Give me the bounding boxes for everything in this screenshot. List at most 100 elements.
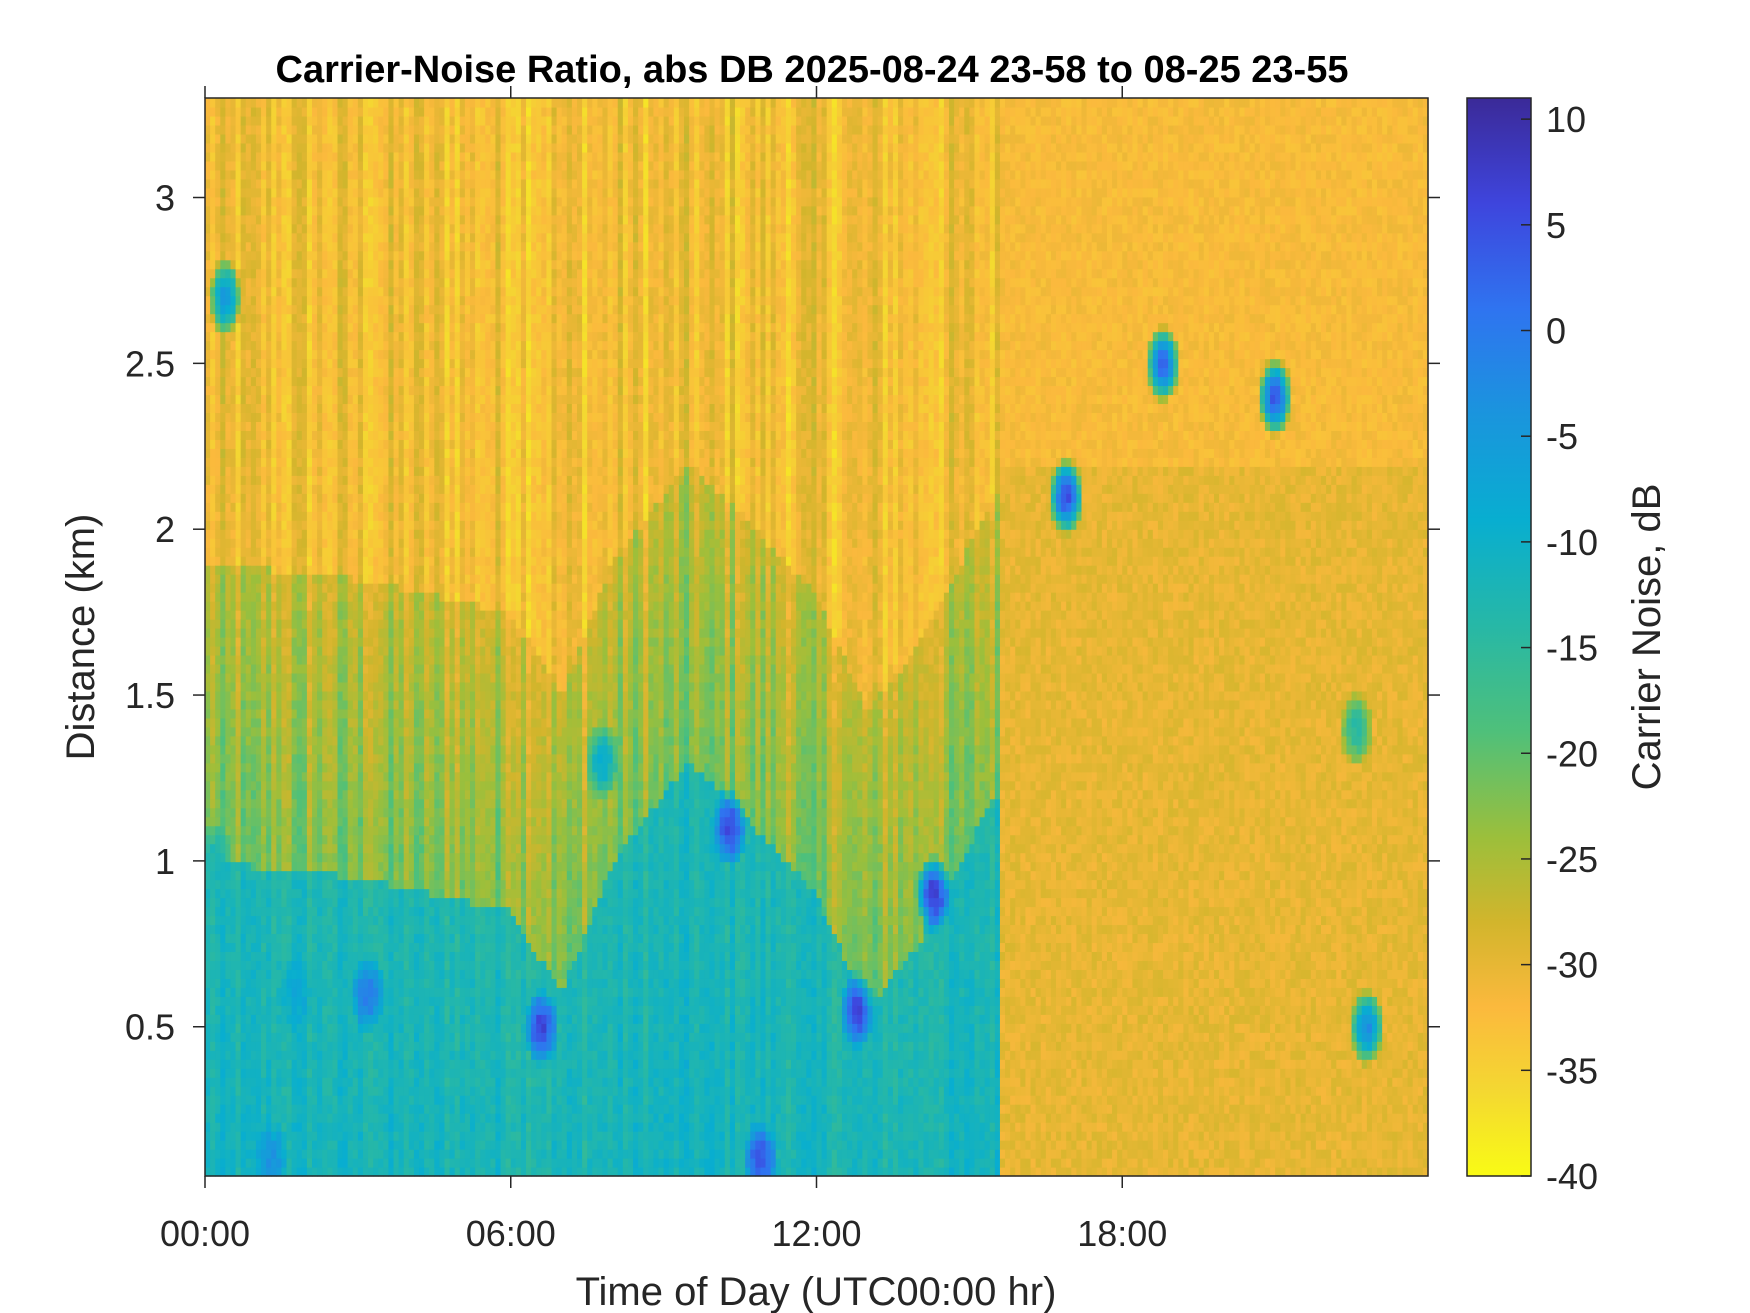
heatmap-cell <box>205 1104 211 1114</box>
heatmap-cell <box>210 960 216 970</box>
heatmap-cell <box>302 251 308 261</box>
heatmap-cell <box>261 673 267 683</box>
heatmap-cell <box>276 1086 282 1096</box>
heatmap-cell <box>241 161 247 171</box>
heatmap-cell <box>266 817 272 827</box>
heatmap-cell <box>220 484 226 494</box>
heatmap-cell <box>205 1050 211 1060</box>
heatmap-cell <box>302 296 308 306</box>
heatmap-cell <box>261 260 267 270</box>
heatmap-cell <box>256 691 262 701</box>
heatmap-cell <box>281 98 287 108</box>
heatmap-cell <box>210 296 216 306</box>
heatmap-cell <box>302 1041 308 1051</box>
heatmap-cell <box>256 1077 262 1087</box>
heatmap-cell <box>241 547 247 557</box>
heatmap-cell <box>307 790 313 800</box>
heatmap-cell <box>302 448 308 458</box>
heatmap-cell <box>266 772 272 782</box>
heatmap-cell <box>271 1167 277 1177</box>
heatmap-cell <box>297 933 303 943</box>
heatmap-cell <box>281 1167 287 1177</box>
heatmap-cell <box>287 817 293 827</box>
heatmap-cell <box>281 305 287 315</box>
heatmap-cell <box>230 745 236 755</box>
heatmap-cell <box>266 1158 272 1168</box>
heatmap-cell <box>251 933 257 943</box>
heatmap-cell <box>276 1059 282 1069</box>
heatmap-cell <box>210 511 216 521</box>
heatmap-cell <box>251 1149 257 1159</box>
heatmap-cell <box>230 242 236 252</box>
heatmap-cell <box>230 143 236 153</box>
heatmap-cell <box>266 628 272 638</box>
heatmap-cell <box>302 152 308 162</box>
heatmap-cell <box>230 996 236 1006</box>
heatmap-cell <box>225 394 231 404</box>
heatmap-cell <box>251 1005 257 1015</box>
heatmap-cell <box>292 1050 298 1060</box>
heatmap-cell <box>246 628 252 638</box>
heatmap-cell <box>241 915 247 925</box>
heatmap-cell <box>266 1059 272 1069</box>
heatmap-cell <box>287 889 293 899</box>
heatmap-cell <box>256 98 262 108</box>
heatmap-cell <box>297 628 303 638</box>
heatmap-cell <box>246 341 252 351</box>
heatmap-cell <box>281 996 287 1006</box>
heatmap-cell <box>307 709 313 719</box>
heatmap-cell <box>230 754 236 764</box>
heatmap-cell <box>205 439 211 449</box>
heatmap-cell <box>287 421 293 431</box>
heatmap-cell <box>246 619 252 629</box>
heatmap-cell <box>256 915 262 925</box>
heatmap-cell <box>287 583 293 593</box>
heatmap-cell <box>220 1140 226 1150</box>
heatmap-cell <box>230 439 236 449</box>
heatmap-cell <box>297 682 303 692</box>
heatmap-cell <box>210 862 216 872</box>
heatmap-cell <box>261 601 267 611</box>
heatmap-cell <box>251 700 257 710</box>
heatmap-cell <box>266 224 272 234</box>
heatmap-cell <box>210 1086 216 1096</box>
heatmap-cell <box>276 637 282 647</box>
heatmap-cell <box>210 1005 216 1015</box>
heatmap-cell <box>246 924 252 934</box>
heatmap-cell <box>292 269 298 279</box>
heatmap-cell <box>256 143 262 153</box>
heatmap-cell <box>281 610 287 620</box>
heatmap-cell <box>241 592 247 602</box>
heatmap-cell <box>276 1095 282 1105</box>
heatmap-cell <box>220 871 226 881</box>
heatmap-cell <box>297 394 303 404</box>
heatmap-cell <box>246 359 252 369</box>
heatmap-cell <box>215 403 221 413</box>
heatmap-cell <box>215 143 221 153</box>
heatmap-cell <box>292 484 298 494</box>
heatmap-cell <box>225 314 231 324</box>
heatmap-cell <box>220 978 226 988</box>
heatmap-cell <box>302 655 308 665</box>
heatmap-cell <box>205 951 211 961</box>
heatmap-cell <box>225 98 231 108</box>
heatmap-cell <box>251 547 257 557</box>
heatmap-cell <box>215 233 221 243</box>
heatmap-cell <box>256 502 262 512</box>
heatmap-cell <box>205 1041 211 1051</box>
heatmap-cell <box>215 224 221 234</box>
heatmap-cell <box>210 161 216 171</box>
heatmap-cell <box>292 646 298 656</box>
heatmap-cell <box>256 736 262 746</box>
heatmap-cell <box>276 1158 282 1168</box>
heatmap-cell <box>276 287 282 297</box>
heatmap-cell <box>215 691 221 701</box>
heatmap-cell <box>281 224 287 234</box>
heatmap-cell <box>297 179 303 189</box>
heatmap-cell <box>236 610 242 620</box>
heatmap-cell <box>287 880 293 890</box>
heatmap-cell <box>266 898 272 908</box>
heatmap-cell <box>215 682 221 692</box>
heatmap-cell <box>241 439 247 449</box>
heatmap-cell <box>292 951 298 961</box>
